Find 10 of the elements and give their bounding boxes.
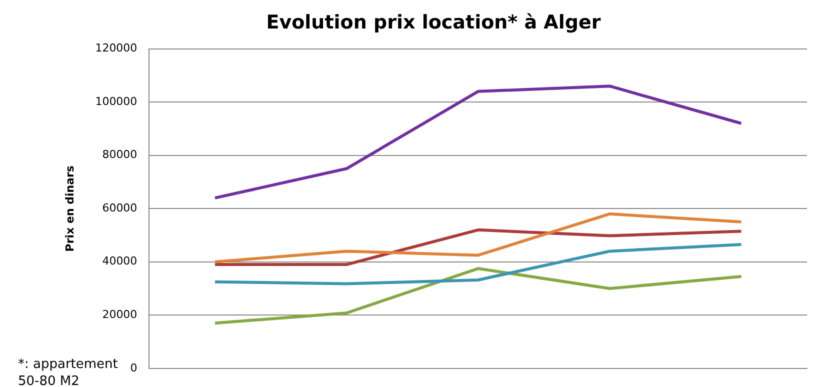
y-tick-label: 0	[130, 361, 138, 374]
text: *: appartement 50-80 M2	[18, 357, 118, 387]
y-tick-label: 20000	[102, 308, 138, 321]
y-tick-label: 100000	[95, 94, 138, 108]
y-tick-label: 80000	[102, 148, 138, 162]
y-axis-title: Prix en dinars	[63, 165, 76, 252]
y-tick-label: 40000	[102, 254, 138, 268]
chart-title: Evolution prix location* à Alger	[266, 11, 602, 34]
y-tick-label: 60000	[102, 201, 138, 214]
y-tick-label: 120000	[95, 42, 138, 55]
